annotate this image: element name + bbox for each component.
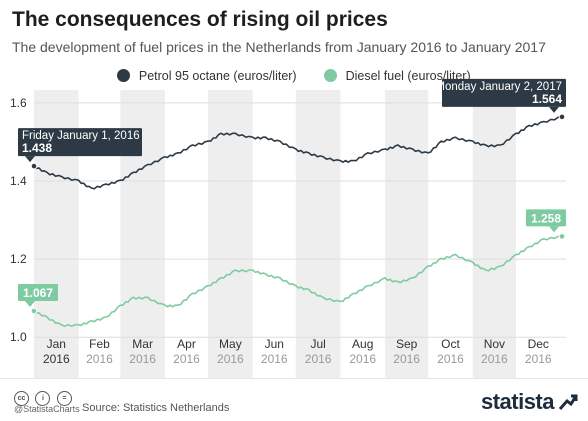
x-axis-ticks: Jan2016Feb2016Mar2016Apr2016May2016Jun20… <box>43 337 552 366</box>
cc-icon: cc <box>14 391 29 406</box>
legend-item-petrol[interactable]: Petrol 95 octane (euros/liter) <box>117 68 297 83</box>
x-tick-year-jul: 2016 <box>305 352 332 366</box>
line-chart: 1.01.21.41.6 Jan2016Feb2016Mar2016Apr201… <box>10 78 566 378</box>
statista-logo[interactable]: statista <box>480 389 555 414</box>
x-tick-oct: Oct <box>441 337 460 351</box>
x-tick-jun: Jun <box>265 337 284 351</box>
callout-marker <box>558 233 566 240</box>
chart-title: The consequences of rising oil prices <box>12 8 388 31</box>
legend-item-diesel[interactable]: Diesel fuel (euros/liter) <box>324 68 471 83</box>
callout-box <box>442 78 566 107</box>
x-tick-apr: Apr <box>177 337 196 351</box>
no-derivatives-icon: = <box>56 391 72 406</box>
x-tick-year-dec: 2016 <box>525 352 552 366</box>
callout-pointer <box>549 226 559 233</box>
y-tick-1.4: 1.4 <box>10 174 27 188</box>
x-tick-year-jun: 2016 <box>261 352 288 366</box>
callout-value: 1.258 <box>531 211 561 225</box>
legend-swatch-diesel <box>324 68 338 82</box>
month-band-sep <box>385 90 429 378</box>
y-tick-1.6: 1.6 <box>10 96 27 110</box>
callout-pointer <box>25 156 35 163</box>
callout-pointer <box>25 301 35 308</box>
statista-logo-mark-icon <box>558 394 578 410</box>
callout-marker <box>558 113 566 121</box>
x-tick-may: May <box>219 337 242 351</box>
chart-subtitle: The development of fuel prices in the Ne… <box>12 39 546 55</box>
month-band-nov <box>472 90 516 378</box>
legend: Petrol 95 octane (euros/liter) Diesel fu… <box>0 68 588 83</box>
x-tick-year-nov: 2016 <box>481 352 508 366</box>
legend-swatch-petrol <box>117 68 131 82</box>
x-tick-year-aug: 2016 <box>349 352 376 366</box>
series-line-diesel <box>33 235 563 328</box>
y-tick-1.0: 1.0 <box>10 330 27 344</box>
x-tick-sep: Sep <box>396 337 418 351</box>
x-tick-jul: Jul <box>310 337 325 351</box>
callout-diesel-end: 1.258 <box>526 209 566 240</box>
month-band-jul <box>295 90 341 378</box>
callout-value: 1.564 <box>532 92 562 106</box>
legend-label-diesel: Diesel fuel (euros/liter) <box>345 68 471 83</box>
x-tick-year-sep: 2016 <box>393 352 420 366</box>
attribution-icon: i <box>35 391 51 406</box>
callout-marker <box>30 162 38 170</box>
callout-date: Monday January 2, 2017 <box>435 81 562 93</box>
x-tick-aug: Aug <box>352 337 373 351</box>
callout-diesel-start: 1.067 <box>18 284 58 315</box>
x-tick-dec: Dec <box>528 337 549 351</box>
callout-date: Friday January 1, 2016 <box>22 130 140 142</box>
callout-pointer <box>549 106 559 113</box>
month-band-may <box>208 90 253 378</box>
callout-value: 1.438 <box>22 141 52 155</box>
x-tick-year-jan: 2016 <box>43 352 70 366</box>
legend-label-petrol: Petrol 95 octane (euros/liter) <box>138 68 297 83</box>
x-tick-year-may: 2016 <box>217 352 244 366</box>
callout-box <box>18 128 142 157</box>
x-tick-year-feb: 2016 <box>86 352 113 366</box>
series-line-petrol <box>33 116 563 190</box>
series-lines <box>33 116 563 328</box>
x-tick-feb: Feb <box>89 337 110 351</box>
source-note: Source: Statistics Netherlands <box>82 402 230 414</box>
social-handle[interactable]: @StatistaCharts <box>14 404 80 414</box>
x-tick-nov: Nov <box>484 337 505 351</box>
callout-box <box>18 284 58 302</box>
x-tick-year-oct: 2016 <box>437 352 464 366</box>
x-tick-jan: Jan <box>47 337 66 351</box>
x-tick-year-apr: 2016 <box>173 352 200 366</box>
license-icons[interactable]: cc i = <box>14 387 74 406</box>
x-tick-year-mar: 2016 <box>129 352 156 366</box>
y-axis-ticks: 1.0 1.2 1.4 1.6 <box>10 96 27 344</box>
callout-box <box>526 209 566 227</box>
callout-marker <box>30 307 38 315</box>
footer: cc i = @StatistaCharts Source: Statistic… <box>0 378 588 421</box>
x-tick-mar: Mar <box>132 337 153 351</box>
y-tick-1.2: 1.2 <box>10 252 27 266</box>
callout-value: 1.067 <box>23 286 53 300</box>
